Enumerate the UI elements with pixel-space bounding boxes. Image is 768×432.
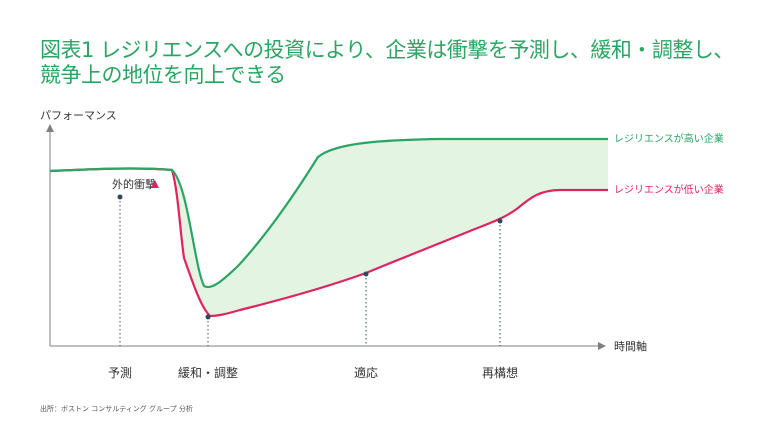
shock-label: 外的衝撃 [112,177,156,191]
gap-area [50,139,608,316]
high-resilience-line [49,137,608,289]
title-line-1: 図表1 レジリエンスへの投資により、企業は衝撃を予測し、緩和・調整し、 [40,38,734,62]
high-series-label: レジリエンスが高い企業 [614,132,724,145]
x-axis-arrow [598,342,606,350]
title-line-2: 競争上の地位を向上できる [40,63,286,87]
y-axis-label: パフォーマンス [40,109,117,122]
x-axis-label: 時間軸 [614,339,647,353]
low-resilience-line [49,167,608,318]
stage-label: 予測 [108,366,132,380]
dot-reimagine [497,218,503,224]
dot-adapt [363,271,369,277]
y-axis-arrow [46,124,54,132]
dot-forecast [117,194,123,200]
dot-mitigate [205,314,211,320]
low-series-label: レジリエンスが低い企業 [614,183,724,196]
source-note: 出所：ボストン コンサルティング グループ 分析 [40,405,193,413]
page-title: 図表1 レジリエンスへの投資により、企業は衝撃を予測し、緩和・調整し、 競争上の… [40,38,734,88]
shock-triangle-icon [151,180,159,188]
stage-label: 適応 [354,365,378,380]
stage-label: 再構想 [482,365,518,380]
stage-label: 緩和・調整 [178,365,238,380]
